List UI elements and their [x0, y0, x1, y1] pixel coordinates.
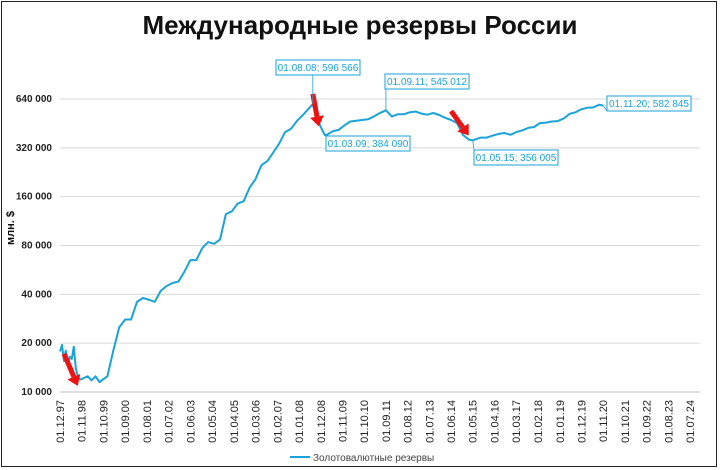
annotation-box — [384, 73, 470, 90]
x-tick-label: 01.04.05 — [229, 400, 241, 443]
annotation-box — [325, 135, 411, 152]
x-tick-label: 01.01.19 — [555, 400, 567, 443]
x-tick-label: 01.08.23 — [663, 400, 675, 443]
x-tick-label: 01.07.02 — [164, 400, 176, 443]
x-tick-label: 01.09.00 — [120, 400, 132, 443]
y-tick-label: 640 000 — [16, 94, 53, 105]
annotation-label: 01.03.09; 384 090 — [328, 139, 409, 150]
x-tick-label: 01.03.06 — [250, 400, 262, 443]
arrow-layer — [61, 93, 469, 386]
red-arrow-shaft — [61, 352, 77, 378]
y-axis-ticks: 10 000 20 000 40 000 80 000 160 000 320 000 64… — [16, 94, 53, 398]
x-tick-label: 01.12.08 — [316, 400, 328, 443]
y-tick-label: 320 000 — [16, 143, 53, 154]
red-arrow-head — [457, 123, 469, 136]
x-tick-label: 01.11.98 — [77, 400, 89, 442]
chart-title: Международные резервы России — [142, 10, 578, 40]
annotation-label: 01.05.15; 356 005 — [476, 153, 557, 164]
x-tick-label: 01.05.04 — [207, 400, 219, 443]
annotation-label: 01.11.20; 582 845 — [609, 99, 689, 110]
red-arrow-head — [67, 373, 81, 386]
x-tick-label: 01.03.17 — [511, 400, 523, 443]
x-tick-label: 01.05.15 — [468, 400, 480, 443]
x-tick-label: 01.07.13 — [424, 400, 436, 443]
red-arrow-shaft — [449, 109, 465, 129]
legend-label: Золотовалютные резервы — [313, 453, 434, 464]
annotation-leader — [602, 105, 608, 112]
red-arrow-shaft — [310, 93, 320, 118]
y-tick-label: 10 000 — [21, 387, 52, 398]
x-tick-label: 01.10.99 — [98, 400, 110, 443]
legend: Золотовалютные резервы — [290, 453, 434, 464]
x-tick-label: 01.02.18 — [533, 400, 545, 443]
x-tick-label: 01.08.12 — [403, 400, 415, 443]
x-tick-label: 01.07.24 — [685, 400, 697, 443]
x-tick-label: 01.01.08 — [294, 400, 306, 443]
annotation-box — [606, 95, 692, 112]
x-tick-label: 01.04.16 — [490, 400, 502, 443]
series-line — [59, 103, 604, 384]
annotation-layer: 01.08.08; 596 566 01.03.09; 384 090 01.09.… — [275, 59, 692, 166]
annotation-box — [473, 149, 559, 166]
x-tick-label: 01.09.11 — [381, 400, 393, 442]
y-tick-label: 20 000 — [21, 338, 52, 349]
y-tick-label: 160 000 — [16, 192, 53, 203]
x-tick-label: 01.10.10 — [359, 400, 371, 443]
x-tick-label: 01.12.97 — [55, 400, 67, 443]
x-tick-label: 01.11.20 — [598, 400, 610, 442]
x-tick-label: 01.08.01 — [142, 400, 154, 443]
x-tick-label: 01.10.21 — [620, 400, 632, 443]
y-axis-label: млн. $ — [5, 211, 17, 245]
annotation-label: 01.09.11; 545 012 — [387, 77, 467, 88]
x-axis-ticks: 01.12.97 01.11.98 01.10.99 01.09.00 01.08.01… — [55, 400, 697, 443]
annotation-leader — [472, 140, 475, 151]
annotation-label: 01.08.08; 596 566 — [278, 63, 359, 74]
x-tick-label: 01.12.19 — [576, 400, 588, 443]
x-tick-label: 01.06.14 — [446, 400, 458, 443]
x-tick-label: 01.09.22 — [642, 400, 654, 443]
x-tick-label: 01.11.09 — [337, 400, 349, 442]
x-tick-label: 01.02.07 — [272, 400, 284, 443]
red-arrow-head — [310, 115, 324, 127]
x-tick-label: 01.06.03 — [185, 400, 197, 443]
annotation-box — [275, 59, 361, 76]
y-tick-label: 80 000 — [21, 241, 52, 252]
y-tick-label: 40 000 — [21, 289, 52, 300]
series-layer — [59, 103, 604, 384]
